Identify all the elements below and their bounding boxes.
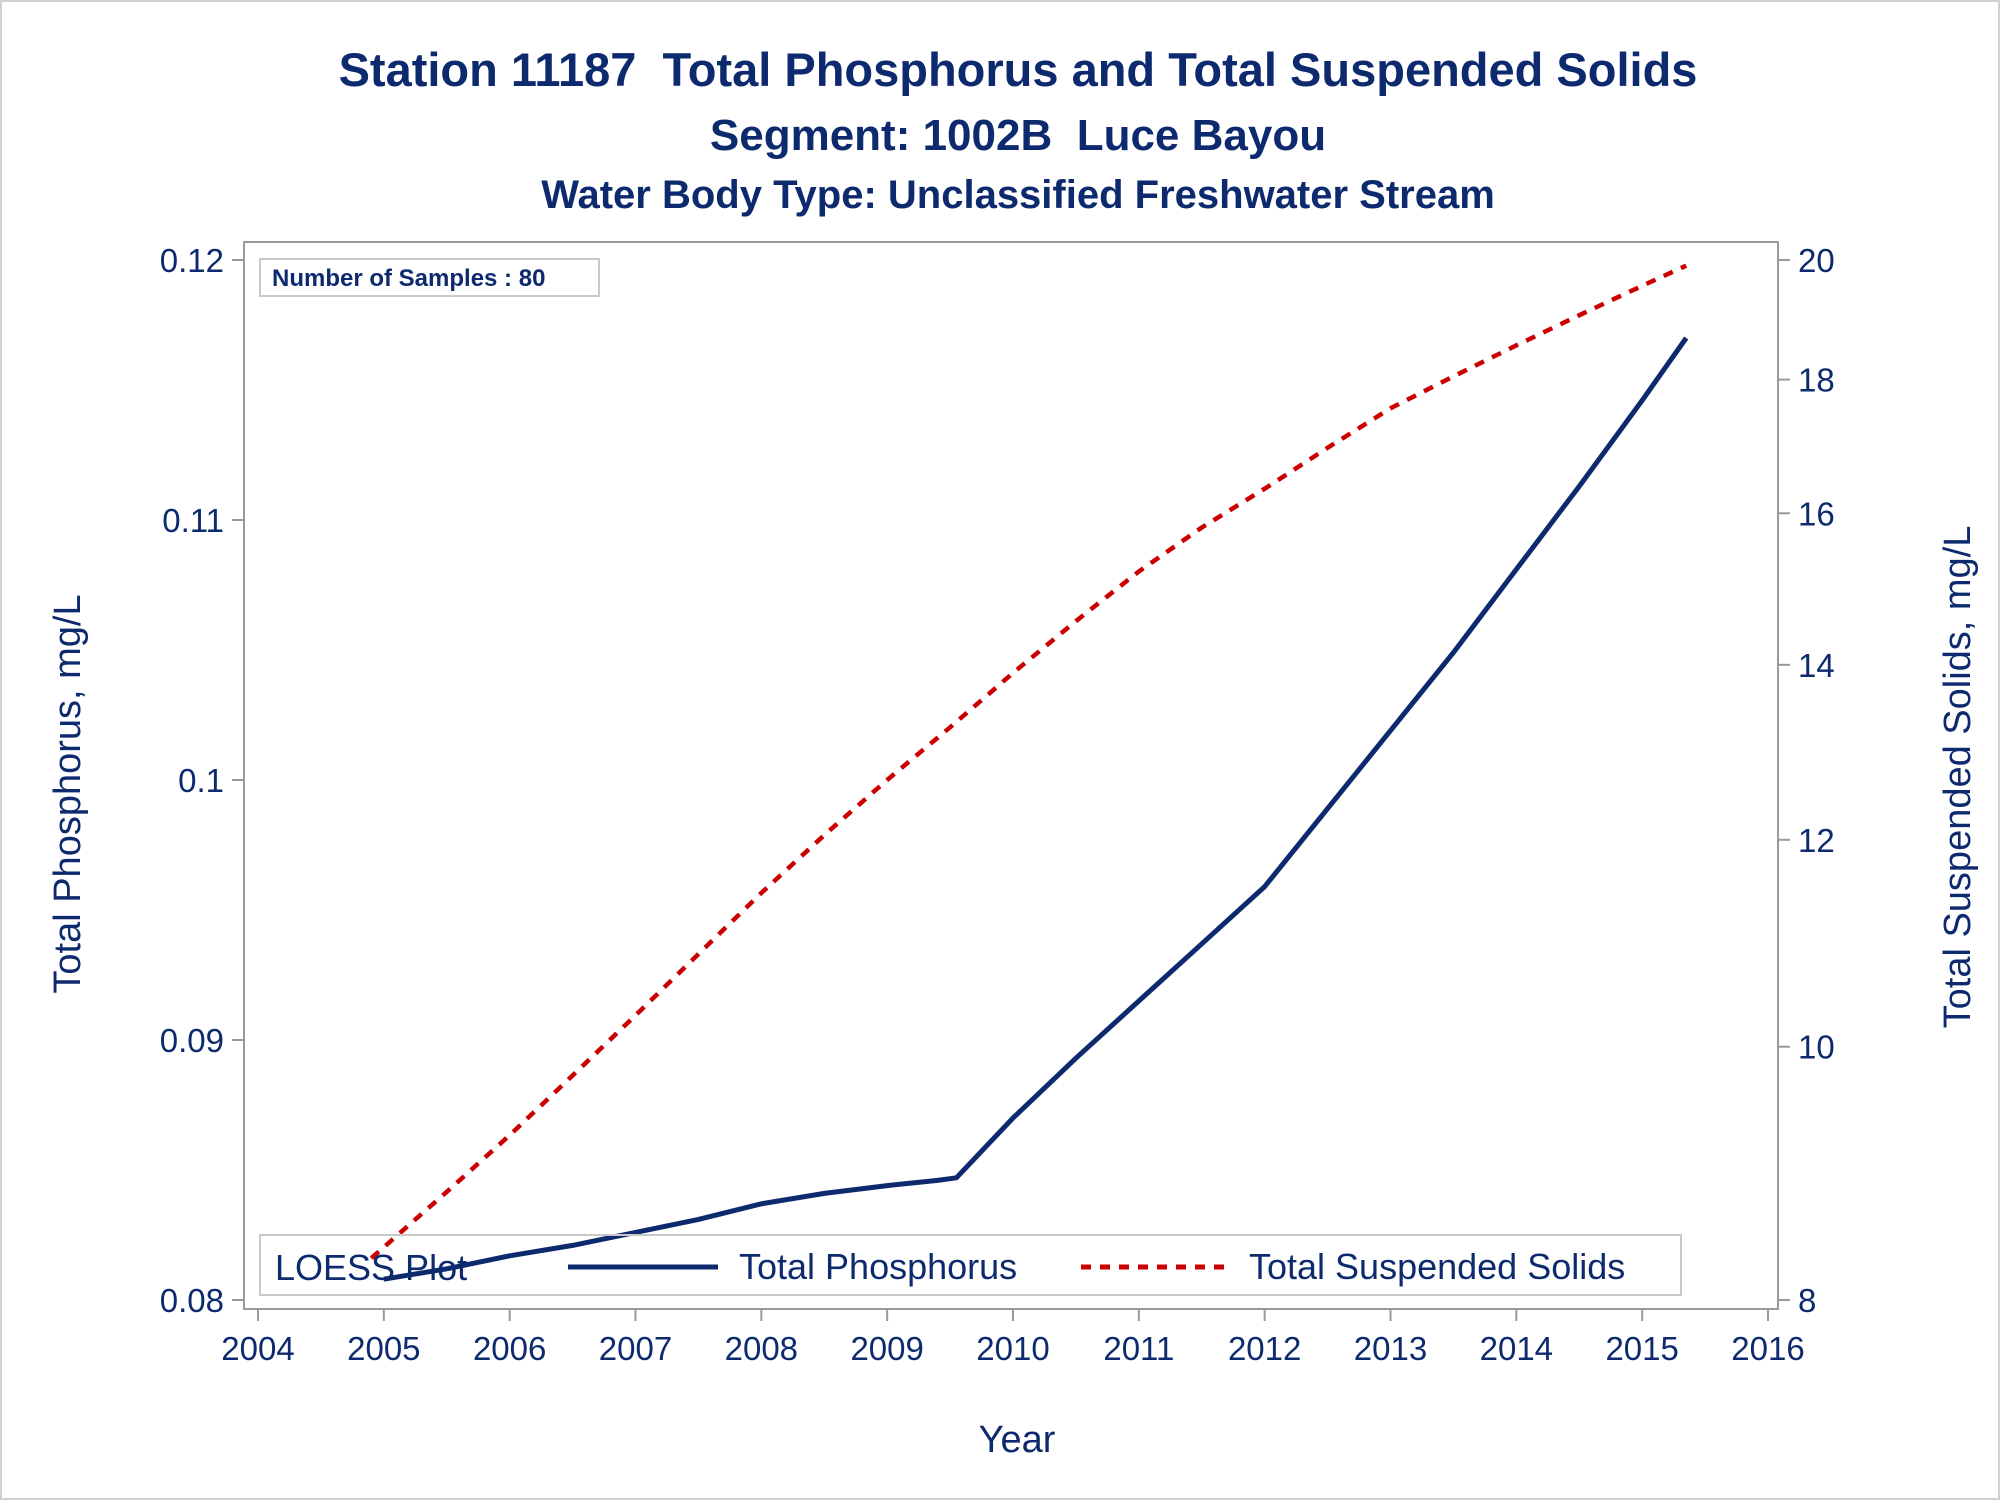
x-tick-label-2007: 2007 <box>599 1330 672 1367</box>
y-tick-label-0.09: 0.09 <box>160 1022 224 1059</box>
y-axis-left: 0.08 0.09 0.1 0.11 0.12 <box>160 242 244 1319</box>
sample-count-box: Number of Samples : 80 <box>259 258 600 297</box>
x-tick-label-2014: 2014 <box>1480 1330 1553 1367</box>
x-tick-label-2005: 2005 <box>347 1330 420 1367</box>
y2-tick-label-16: 16 <box>1798 495 1835 532</box>
x-tick-label-2010: 2010 <box>976 1330 1049 1367</box>
y-tick-label-0.11: 0.11 <box>162 502 224 539</box>
x-tick-label-2008: 2008 <box>725 1330 798 1367</box>
series-lines <box>369 263 1689 1282</box>
y2-tick-label-14: 14 <box>1798 647 1835 684</box>
x-tick-label-2012: 2012 <box>1228 1330 1301 1367</box>
x-tick-label-2006: 2006 <box>473 1330 546 1367</box>
x-tick-label-2009: 2009 <box>850 1330 923 1367</box>
legend: LOESS Plot Total Phosphorus Total Suspen… <box>259 1234 1682 1296</box>
y2-tick-label-8: 8 <box>1798 1282 1816 1319</box>
y-axis-right-label: Total Suspended Solids, mg/L <box>1937 526 1979 1029</box>
x-tick-label-2015: 2015 <box>1605 1330 1678 1367</box>
x-tick-label-2011: 2011 <box>1103 1330 1174 1367</box>
series-line-total-phosphorus <box>383 336 1689 1282</box>
chart-subtitle-water-body: Water Body Type: Unclassified Freshwater… <box>541 173 1495 217</box>
chart-subtitle-segment: Segment: 1002B Luce Bayou <box>710 111 1326 160</box>
legend-frame <box>259 1234 1682 1296</box>
y-axis-left-label: Total Phosphorus, mg/L <box>47 594 89 993</box>
y-axis-right: 8 10 12 14 16 18 20 <box>1778 242 1835 1319</box>
y-tick-label-0.08: 0.08 <box>160 1282 224 1319</box>
legend-label-total-suspended-solids: Total Suspended Solids <box>1249 1246 1625 1287</box>
y-tick-label-0.12: 0.12 <box>160 242 224 279</box>
y2-tick-label-12: 12 <box>1798 822 1835 859</box>
chart-title: Station 11187 Total Phosphorus and Total… <box>339 43 1698 96</box>
y2-tick-label-18: 18 <box>1798 362 1835 399</box>
x-tick-label-2016: 2016 <box>1731 1330 1804 1367</box>
y2-tick-label-10: 10 <box>1798 1029 1835 1066</box>
y-tick-label-0.1: 0.1 <box>178 762 224 799</box>
plot-area-frame <box>243 241 1779 1310</box>
series-line-total-suspended-solids <box>369 263 1688 1260</box>
legend-title: LOESS Plot <box>275 1247 467 1288</box>
sample-count-frame <box>259 258 600 297</box>
legend-label-total-phosphorus: Total Phosphorus <box>739 1246 1017 1287</box>
sample-count-text: Number of Samples : 80 <box>272 265 545 292</box>
y2-tick-label-20: 20 <box>1798 242 1835 279</box>
x-axis: 2004 2005 2006 2007 2008 2009 2010 2011 2012 2013… <box>221 1309 1805 1367</box>
x-tick-label-2013: 2013 <box>1354 1330 1427 1367</box>
x-tick-label-2004: 2004 <box>221 1330 294 1367</box>
x-axis-label: Year <box>979 1419 1056 1461</box>
